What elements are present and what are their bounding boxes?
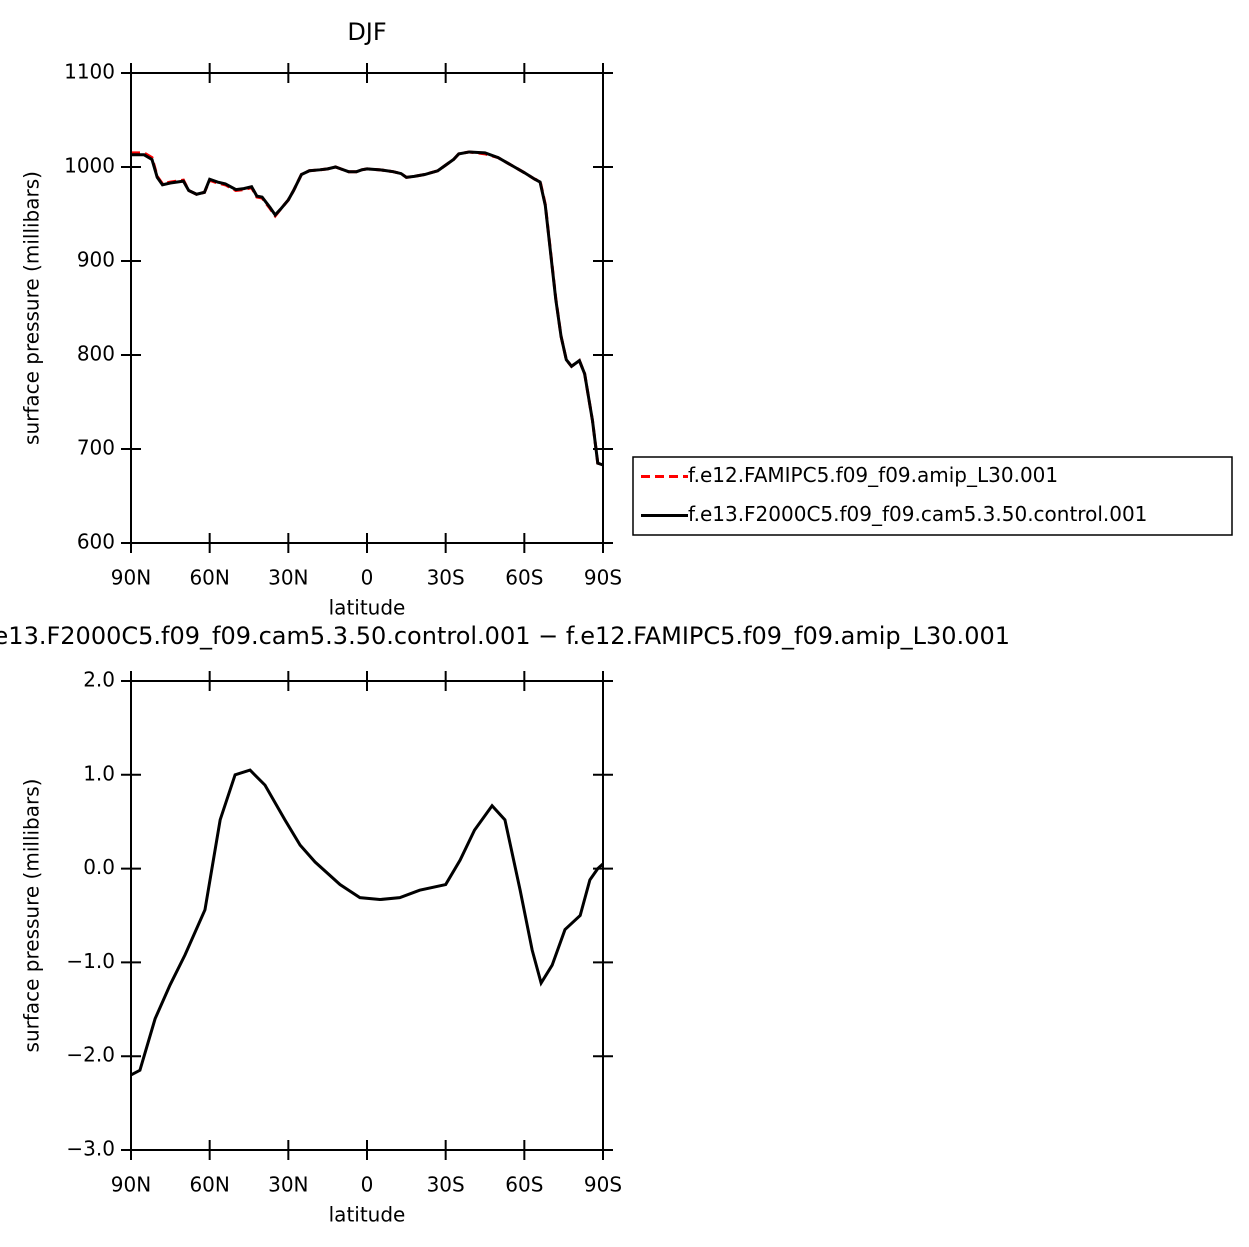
- x-tick-label: 0: [361, 566, 374, 590]
- x-axis-label: latitude: [329, 1203, 406, 1227]
- y-tick-label: 0.0: [83, 855, 115, 879]
- x-tick-label: 90N: [111, 566, 151, 590]
- x-tick-label: 0: [361, 1173, 374, 1197]
- x-tick-label: 90N: [111, 1173, 151, 1197]
- x-tick-label: 30S: [427, 1173, 465, 1197]
- y-tick-label: 1000: [64, 154, 115, 178]
- chart-title: DJF: [347, 18, 386, 46]
- y-tick-label: 1100: [64, 60, 115, 84]
- x-tick-label: 30N: [268, 566, 308, 590]
- y-tick-label: −1.0: [66, 949, 115, 973]
- y-tick-label: 700: [77, 436, 115, 460]
- x-tick-label: 30S: [427, 566, 465, 590]
- x-tick-label: 30N: [268, 1173, 308, 1197]
- x-tick-label: 90S: [584, 566, 622, 590]
- legend-label: f.e12.FAMIPC5.f09_f09.amip_L30.001: [688, 463, 1058, 487]
- data-line: [131, 150, 604, 467]
- y-tick-label: 600: [77, 530, 115, 554]
- y-tick-label: 800: [77, 342, 115, 366]
- x-tick-label: 60N: [189, 1173, 229, 1197]
- y-axis-label: surface pressure (millibars): [20, 779, 44, 1053]
- legend-box: [632, 456, 1233, 536]
- y-tick-label: 900: [77, 248, 115, 272]
- chart-title: f.e13.F2000C5.f09_f09.cam5.3.50.control.…: [0, 622, 1010, 650]
- data-line: [131, 150, 604, 467]
- x-axis-label: latitude: [329, 596, 406, 620]
- legend-label: f.e13.F2000C5.f09_f09.cam5.3.50.control.…: [688, 502, 1147, 526]
- y-tick-label: −3.0: [66, 1137, 115, 1161]
- y-tick-label: −2.0: [66, 1043, 115, 1067]
- y-tick-label: 2.0: [83, 668, 115, 692]
- y-tick-label: 1.0: [83, 761, 115, 785]
- y-axis-label: surface pressure (millibars): [20, 171, 44, 445]
- plot-frame: [130, 72, 604, 544]
- x-tick-label: 60S: [505, 566, 543, 590]
- x-tick-label: 90S: [584, 1173, 622, 1197]
- x-tick-label: 60S: [505, 1173, 543, 1197]
- x-tick-label: 60N: [189, 566, 229, 590]
- data-line: [130, 768, 605, 1077]
